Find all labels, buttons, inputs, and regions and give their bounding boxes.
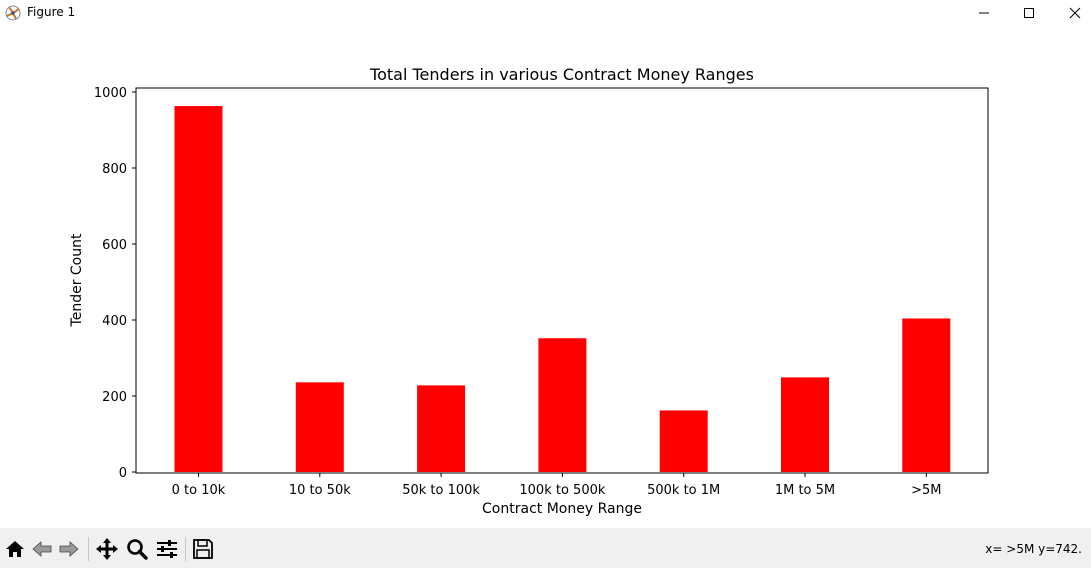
save-button[interactable]	[190, 536, 216, 562]
window-title: Figure 1	[27, 5, 76, 19]
y-ticks-group: 0 200 400 600 800 1000	[94, 86, 136, 481]
y-axis-label: Tender Count	[69, 233, 85, 327]
bar	[538, 338, 587, 472]
close-button[interactable]	[1052, 0, 1091, 26]
pan-button[interactable]	[94, 536, 120, 562]
x-ticks-group: 0 to 10k 10 to 50k 50k to 100k 100k to 500k…	[172, 473, 941, 498]
save-icon	[193, 539, 213, 559]
y-tick-label: 200	[102, 390, 127, 405]
bar	[174, 106, 223, 472]
x-tick-label: 500k to 1M	[647, 483, 720, 498]
home-icon	[6, 541, 24, 557]
matplotlib-icon	[4, 4, 22, 22]
x-tick-label: 0 to 10k	[172, 483, 226, 498]
y-tick-label: 0	[119, 466, 127, 481]
bar-chart: 0 200 400 600 800 1000 0 to 10k 10 to 50k 50k t…	[69, 65, 989, 517]
bar	[902, 318, 951, 472]
x-tick-label: 50k to 100k	[402, 483, 480, 498]
x-tick-label: 1M to 5M	[775, 483, 835, 498]
home-button[interactable]	[2, 536, 28, 562]
configure-subplots-icon	[157, 540, 177, 558]
zoom-icon	[127, 539, 148, 560]
bar	[781, 377, 829, 472]
x-tick-label: >5M	[911, 483, 941, 498]
y-tick-label: 1000	[94, 86, 127, 101]
toolbar-separator	[88, 537, 89, 561]
x-tick-label: 10 to 50k	[289, 483, 351, 498]
back-button[interactable]	[29, 536, 55, 562]
navigation-toolbar: x= >5M y=742.	[0, 528, 1091, 568]
pan-icon	[96, 538, 118, 560]
zoom-button[interactable]	[124, 536, 150, 562]
close-icon	[1069, 7, 1081, 19]
bar	[417, 385, 466, 472]
forward-icon	[59, 541, 79, 557]
maximize-button[interactable]	[1006, 0, 1052, 26]
x-tick-label: 100k to 500k	[519, 483, 605, 498]
back-icon	[32, 541, 52, 557]
y-tick-label: 400	[102, 314, 127, 329]
configure-subplots-button[interactable]	[154, 536, 180, 562]
toolbar-separator	[185, 537, 186, 561]
chart-area: 0 200 400 600 800 1000 0 to 10k 10 to 50k 50k t…	[0, 26, 1091, 526]
y-tick-label: 800	[102, 162, 127, 177]
minimize-icon	[979, 12, 989, 14]
window-titlebar: Figure 1	[0, 0, 1091, 26]
bar	[295, 382, 344, 472]
bars-group	[174, 106, 951, 472]
maximize-icon	[1024, 8, 1034, 18]
minimize-button[interactable]	[961, 0, 1007, 26]
bar	[659, 410, 708, 472]
y-tick-label: 600	[102, 238, 127, 253]
cursor-coordinates: x= >5M y=742.	[985, 542, 1082, 556]
chart-title: Total Tenders in various Contract Money …	[369, 65, 754, 84]
x-axis-label: Contract Money Range	[482, 501, 642, 517]
forward-button[interactable]	[56, 536, 82, 562]
